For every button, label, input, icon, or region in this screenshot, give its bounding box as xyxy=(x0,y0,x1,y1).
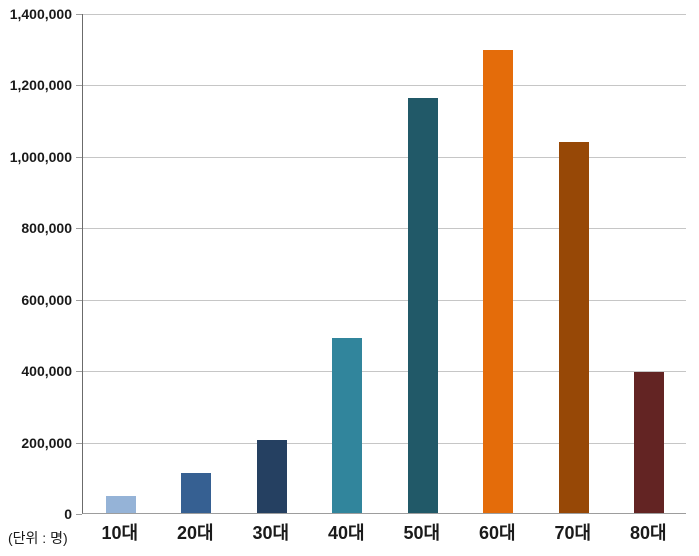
x-label-20s: 20대 xyxy=(176,523,214,543)
gridline xyxy=(83,14,686,15)
y-tick-label-1400000: 1,400,000 xyxy=(9,6,72,22)
y-tick-label-800000: 800,000 xyxy=(21,220,72,237)
bar-10s xyxy=(106,496,136,513)
x-label-70s: 70대 xyxy=(554,523,592,543)
plot-area xyxy=(82,14,686,514)
x-label-30s: 30대 xyxy=(252,523,290,543)
unit-label: (단위 : 명) xyxy=(8,530,68,546)
y-tick-mark xyxy=(76,85,82,87)
bar-50s xyxy=(408,98,438,513)
y-tick-mark xyxy=(76,228,82,230)
x-label-50s: 50대 xyxy=(403,523,441,543)
x-label-40s: 40대 xyxy=(327,523,365,543)
y-tick-mark xyxy=(76,442,82,444)
y-tick-mark xyxy=(76,299,82,301)
bar-80s xyxy=(634,372,664,513)
x-label-10s: 10대 xyxy=(101,523,139,543)
bar-40s xyxy=(332,338,362,513)
gridline xyxy=(83,299,686,301)
bar-20s xyxy=(181,473,211,513)
bar-70s xyxy=(559,142,589,513)
y-tick-label-400000: 400,000 xyxy=(21,363,72,380)
gridline xyxy=(83,85,686,87)
y-tick-label-1200000: 1,200,000 xyxy=(9,77,72,94)
bar-60s xyxy=(483,50,513,513)
gridline xyxy=(83,228,686,230)
y-tick-label-200000: 200,000 xyxy=(21,434,72,451)
x-label-80s: 80대 xyxy=(629,523,667,543)
gridline xyxy=(83,156,686,158)
gridline xyxy=(83,442,686,444)
y-tick-mark xyxy=(76,156,82,158)
bar-30s xyxy=(257,440,287,513)
y-tick-mark xyxy=(76,371,82,373)
gridline xyxy=(83,371,686,373)
y-tick-label-1000000: 1,000,000 xyxy=(9,148,72,165)
y-tick-label-600000: 600,000 xyxy=(21,291,72,308)
y-tick-label-0: 0 xyxy=(64,506,72,522)
x-label-60s: 60대 xyxy=(478,523,516,543)
y-tick-mark xyxy=(76,14,82,15)
y-tick-mark xyxy=(76,514,82,515)
